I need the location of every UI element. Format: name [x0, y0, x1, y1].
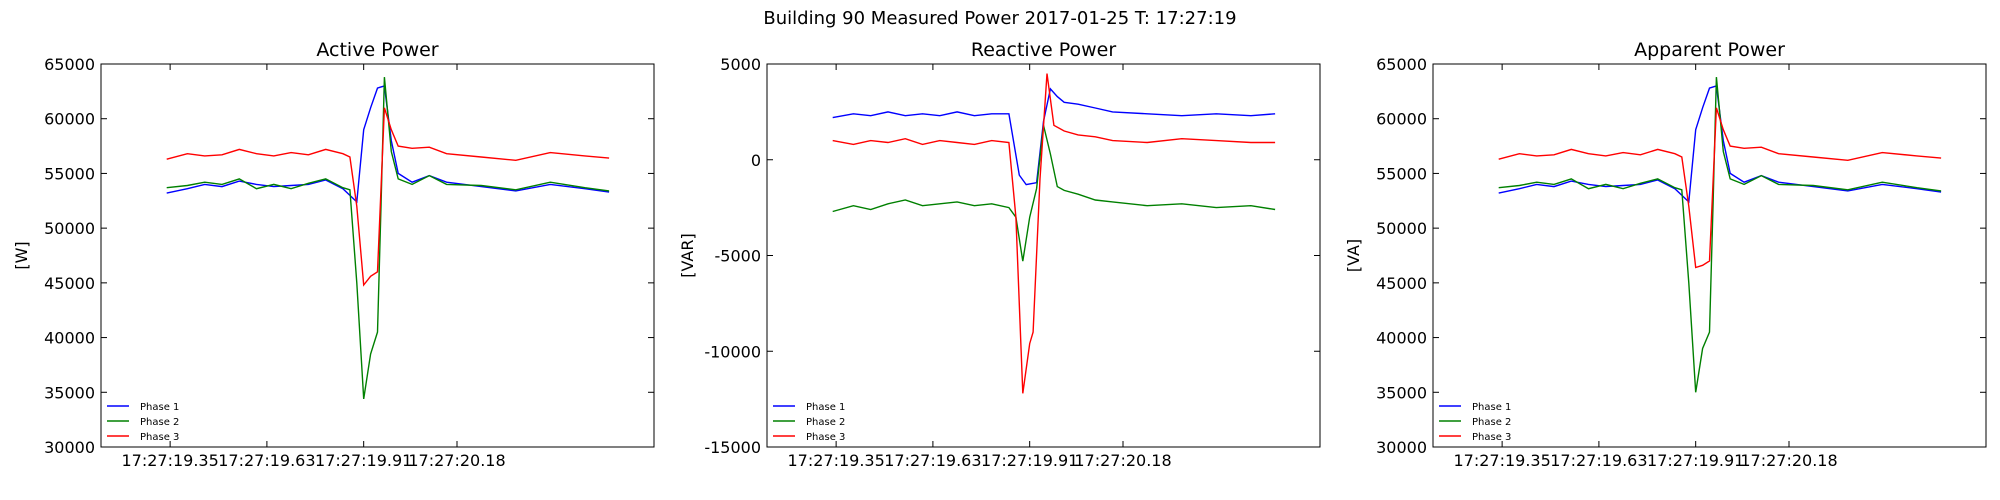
legend-label: Phase 2 — [806, 417, 845, 428]
x-tick-label: 17:27:19.63 — [218, 451, 315, 470]
legend-label: Phase 3 — [806, 432, 845, 443]
y-tick-label: 5000 — [720, 55, 761, 74]
y-tick-label: 60000 — [1376, 110, 1427, 129]
y-tick-label: -15000 — [704, 438, 761, 457]
y-tick-label: 40000 — [44, 329, 95, 348]
y-axis-label: [VAR] — [678, 233, 697, 277]
series-line-phase-3 — [166, 107, 610, 287]
series-line-phase-1 — [832, 87, 1276, 186]
series-line-phase-2 — [1498, 77, 1942, 393]
plot-frame — [766, 63, 1321, 448]
series-line-phase-2 — [166, 77, 610, 400]
y-tick-label: 0 — [751, 151, 761, 170]
chart-panel-2: Reactive Power [VAR] -15000 -10000 -5000 0 500… — [678, 39, 1321, 470]
y-tick-label: 55000 — [44, 164, 95, 183]
x-tick-label: 17:27:19.91 — [315, 451, 412, 470]
x-tick-label: 17:27:19.91 — [981, 451, 1078, 470]
y-tick-label: 60000 — [44, 110, 95, 129]
x-tick-label: 17:27:19.63 — [884, 451, 981, 470]
legend-label: Phase 1 — [140, 402, 179, 413]
x-tick-label: 17:27:19.35 — [1453, 451, 1550, 470]
x-tick-label: 17:27:20.18 — [1740, 451, 1837, 470]
series-line-phase-3 — [832, 73, 1276, 394]
chart-panel-3: Apparent Power [VA] 30000 35000 40000 45000 50… — [1344, 39, 1987, 470]
y-tick-label: 35000 — [44, 383, 95, 402]
x-tick-label: 17:27:20.18 — [408, 451, 505, 470]
series-line-phase-2 — [832, 125, 1276, 262]
chart-title: Active Power — [316, 39, 438, 61]
y-tick-label: 35000 — [1376, 383, 1427, 402]
plot-frame — [1432, 63, 1987, 448]
y-tick-label: -10000 — [704, 342, 761, 361]
y-tick-label: 50000 — [44, 219, 95, 238]
legend-label: Phase 3 — [140, 432, 179, 443]
y-tick-label: 50000 — [1376, 219, 1427, 238]
x-tick-label: 17:27:20.18 — [1074, 451, 1171, 470]
y-tick-label: 45000 — [44, 274, 95, 293]
y-tick-label: 30000 — [44, 438, 95, 457]
x-tick-label: 17:27:19.91 — [1647, 451, 1744, 470]
y-tick-label: 55000 — [1376, 164, 1427, 183]
legend-label: Phase 1 — [1472, 402, 1511, 413]
legend-label: Phase 2 — [1472, 417, 1511, 428]
y-tick-label: 40000 — [1376, 329, 1427, 348]
chart-panel-1: Active Power [W] 30000 35000 40000 45000 50000… — [12, 39, 655, 470]
chart-title: Reactive Power — [971, 39, 1116, 61]
legend-label: Phase 2 — [140, 417, 179, 428]
figure-title: Building 90 Measured Power 2017-01-25 T:… — [763, 8, 1237, 29]
y-tick-label: -5000 — [715, 247, 762, 266]
y-axis-label: [W] — [12, 241, 31, 269]
y-tick-label: 65000 — [44, 55, 95, 74]
x-tick-label: 17:27:19.35 — [787, 451, 884, 470]
series-line-phase-3 — [1498, 107, 1942, 269]
x-tick-label: 17:27:19.35 — [121, 451, 218, 470]
chart-title: Apparent Power — [1634, 39, 1785, 61]
y-tick-label: 30000 — [1376, 438, 1427, 457]
x-tick-label: 17:27:19.63 — [1550, 451, 1647, 470]
y-tick-label: 45000 — [1376, 274, 1427, 293]
plot-frame — [100, 63, 655, 448]
y-axis-label: [VA] — [1344, 239, 1363, 272]
y-tick-label: 65000 — [1376, 55, 1427, 74]
legend-label: Phase 1 — [806, 402, 845, 413]
legend-label: Phase 3 — [1472, 432, 1511, 443]
